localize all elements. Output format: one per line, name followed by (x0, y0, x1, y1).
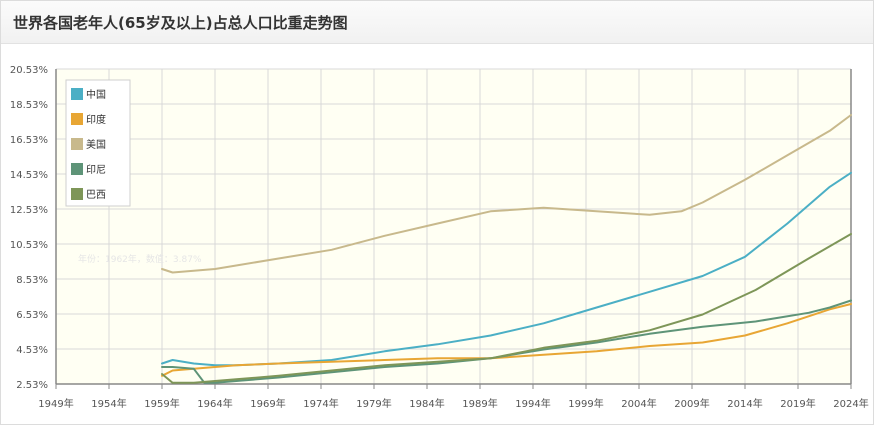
legend-swatch (71, 88, 83, 100)
grid-lines (56, 68, 851, 384)
x-tick-label: 1969年 (250, 397, 285, 410)
legend-label[interactable]: 印尼 (86, 164, 106, 176)
y-tick-label: 20.53% (10, 65, 48, 76)
x-tick-label: 1979年 (356, 397, 391, 410)
series-line-中国[interactable] (161, 171, 852, 367)
y-tick-label: 18.53% (10, 100, 48, 111)
x-tick-label: 2014年 (727, 397, 762, 410)
legend-label[interactable]: 巴西 (86, 189, 106, 201)
x-tick-label: 1949年 (38, 397, 73, 410)
legend-swatch (71, 163, 83, 175)
y-tick-label: 12.53% (10, 205, 48, 216)
x-tick-label: 1999年 (568, 397, 603, 410)
faint-tooltip-text: 年份：1962年，数值：3.87% (78, 253, 202, 265)
y-tick-label: 8.53% (16, 275, 48, 286)
x-tick-label: 2019年 (780, 397, 815, 410)
legend-swatch (71, 188, 83, 200)
plot-background (56, 69, 851, 384)
legend-label[interactable]: 中国 (86, 88, 106, 101)
series-line-巴西[interactable] (161, 233, 852, 384)
series-lines (161, 114, 852, 384)
y-tick-label: 10.53% (10, 240, 48, 251)
x-axis-ticks: 1949年 1954年 1959年 1964年 1969年 1974年 1979年 1984年… (38, 384, 869, 410)
y-tick-label: 4.53% (16, 345, 48, 356)
x-tick-label: 2004年 (621, 397, 656, 410)
x-tick-label: 1974年 (303, 397, 338, 410)
x-tick-label: 1954年 (91, 397, 126, 410)
y-tick-label: 2.53% (16, 380, 48, 391)
legend-swatch (71, 113, 83, 125)
x-tick-label: 2009年 (674, 397, 709, 410)
x-tick-label: 1959年 (144, 397, 179, 410)
series-line-印度[interactable] (161, 303, 852, 377)
y-tick-label: 6.53% (16, 310, 48, 321)
legend-label[interactable]: 印度 (86, 113, 106, 126)
y-tick-label: 14.53% (10, 170, 48, 181)
chart-title: 世界各国老年人(65岁及以上)占总人口比重走势图 (13, 14, 348, 32)
x-tick-label: 2024年 (833, 397, 868, 410)
chart-header: 世界各国老年人(65岁及以上)占总人口比重走势图 (1, 1, 873, 44)
x-tick-label: 1964年 (197, 397, 232, 410)
x-tick-label: 1989年 (462, 397, 497, 410)
series-line-美国[interactable] (161, 114, 852, 274)
x-tick-label: 1994年 (515, 397, 550, 410)
legend-swatch (71, 138, 83, 150)
x-tick-label: 1984年 (409, 397, 444, 410)
legend-label[interactable]: 美国 (86, 138, 106, 151)
y-axis-ticks: 2.53% 4.53% 6.53% 8.53% 10.53% 12.53% 14.53% 16… (10, 65, 48, 391)
y-tick-label: 16.53% (10, 135, 48, 146)
